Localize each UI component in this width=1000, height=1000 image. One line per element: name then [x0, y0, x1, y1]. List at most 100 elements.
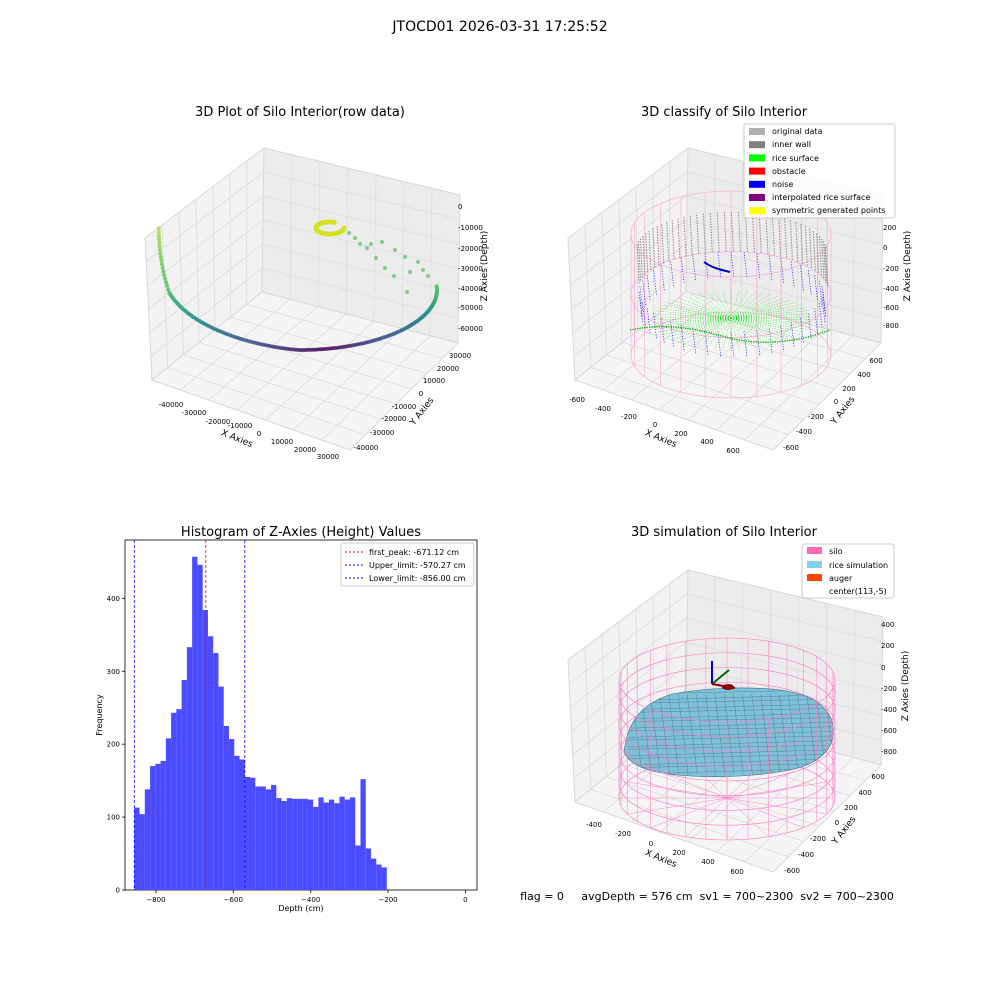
rice-surface-points	[730, 317, 756, 349]
raw-ztick: -40000	[458, 285, 483, 293]
histogram-bar	[150, 766, 156, 890]
histogram-bar	[360, 779, 366, 890]
silo-floor-spoke	[726, 797, 804, 828]
mesh-line	[627, 735, 833, 741]
silo-floor-spoke	[685, 759, 728, 799]
classify-ztick: -800	[883, 322, 899, 330]
sim-xtick: 0	[649, 840, 653, 848]
sim-z-ticks: 400 200 0 -200 -400 -600 -800	[881, 621, 897, 756]
histogram-ytick-label: 400	[107, 595, 120, 603]
rice-surface-points	[650, 317, 732, 321]
sim-ztick: -600	[881, 727, 897, 735]
raw-point	[156, 233, 161, 238]
histogram-ytick-label: 100	[107, 814, 120, 822]
gridline	[603, 298, 714, 391]
histogram-bar	[160, 760, 166, 890]
raw-point	[318, 347, 323, 352]
noise-points	[638, 291, 643, 319]
inner-wall-points	[751, 212, 755, 254]
classify-xtick: 600	[726, 447, 739, 455]
inner-wall-points	[642, 235, 646, 276]
rice-surface-points	[671, 299, 732, 319]
sim-xtick: 400	[701, 858, 714, 866]
mesh-line	[705, 693, 716, 775]
gridline	[686, 617, 883, 667]
inner-wall-points	[677, 218, 681, 259]
raw-point	[309, 347, 314, 352]
mesh-line	[797, 693, 808, 775]
raw-xtick: 10000	[271, 438, 293, 446]
classify-legend-swatch	[749, 128, 765, 135]
raw-point	[282, 346, 287, 351]
gridline	[145, 171, 264, 262]
noise-points	[800, 318, 804, 345]
sim-xtick: 200	[672, 849, 685, 857]
rice-surface-points	[722, 317, 732, 350]
inner-wall-points	[765, 214, 769, 255]
gridline	[685, 243, 882, 295]
classify-ytick: -200	[808, 413, 824, 421]
rice-surface-points	[730, 317, 808, 330]
histogram-bar	[302, 798, 308, 890]
classify-legend-label: rice surface	[772, 154, 819, 163]
sim-x-ticks: -400 -200 0 200 400 600	[586, 821, 744, 876]
raw-gridlines	[145, 154, 460, 441]
auger-marker	[722, 684, 734, 690]
histogram-bar	[186, 647, 193, 890]
classify-legend-label: symmetric generated points	[772, 206, 885, 215]
noise-points	[704, 330, 709, 357]
raw-point-cloud	[156, 219, 439, 352]
noise-points	[639, 286, 644, 313]
inner-wall-points	[824, 244, 828, 285]
noise-points	[790, 322, 795, 349]
gridline	[686, 593, 883, 643]
raw-xtick: -30000	[182, 409, 207, 417]
gridline	[744, 335, 854, 441]
mesh-line	[668, 693, 679, 775]
histogram-ytick-label: 200	[107, 741, 120, 749]
sim-xtick: -200	[615, 830, 631, 838]
raw-ztick: -30000	[458, 265, 483, 273]
histogram-bar	[286, 798, 293, 890]
gridline	[622, 763, 820, 827]
histogram-xtick-label: −600	[224, 896, 243, 904]
noise-points	[814, 308, 819, 335]
raw-3d-panel: 3D Plot of Silo Interior(row data) -4000…	[144, 105, 490, 461]
sim-ytick: -400	[798, 851, 814, 859]
classify-legend-label: interpolated rice surface	[772, 193, 870, 202]
gridline	[180, 298, 291, 391]
sim-legend: silo rice simulation auger center(113,-5…	[801, 543, 895, 599]
raw-y-ticks: 30000 20000 10000 0 -10000 -20000 -30000…	[354, 352, 472, 452]
raw-point	[157, 248, 162, 252]
raw-xtick: 20000	[294, 446, 316, 454]
histogram-bar	[276, 798, 282, 890]
rice-surface-points	[714, 290, 732, 319]
raw-point	[331, 219, 337, 225]
classify-legend-swatch	[749, 141, 765, 149]
gridline	[167, 367, 366, 436]
inner-wall-points	[638, 241, 642, 282]
raw-point	[353, 236, 357, 240]
raw-point	[285, 346, 290, 351]
gridline	[236, 313, 347, 411]
mesh-line	[659, 693, 670, 775]
mesh-line	[723, 693, 735, 775]
inner-wall-points	[639, 238, 643, 279]
inner-wall-points	[771, 215, 775, 256]
sim-legend-swatch-rice	[807, 561, 822, 568]
rice-surface-points	[730, 292, 764, 319]
sim-z-axis-label: Z Axies (Depth)	[901, 651, 911, 722]
raw-z-axis-label: Z Axies (Depth)	[480, 231, 490, 302]
rice-surface-points	[661, 304, 732, 319]
histogram-bar	[318, 797, 324, 890]
sim-ztick: 200	[881, 642, 894, 650]
rice-surface-points	[730, 316, 811, 319]
histogram-bar	[255, 786, 261, 890]
rice-surface-points	[730, 302, 796, 319]
raw-point	[288, 347, 293, 352]
sim-ztick: 400	[881, 621, 894, 629]
histogram-bar	[181, 680, 187, 890]
sim-ytick: -600	[784, 867, 800, 875]
noise-points	[743, 331, 748, 358]
inner-wall-points	[696, 214, 700, 255]
